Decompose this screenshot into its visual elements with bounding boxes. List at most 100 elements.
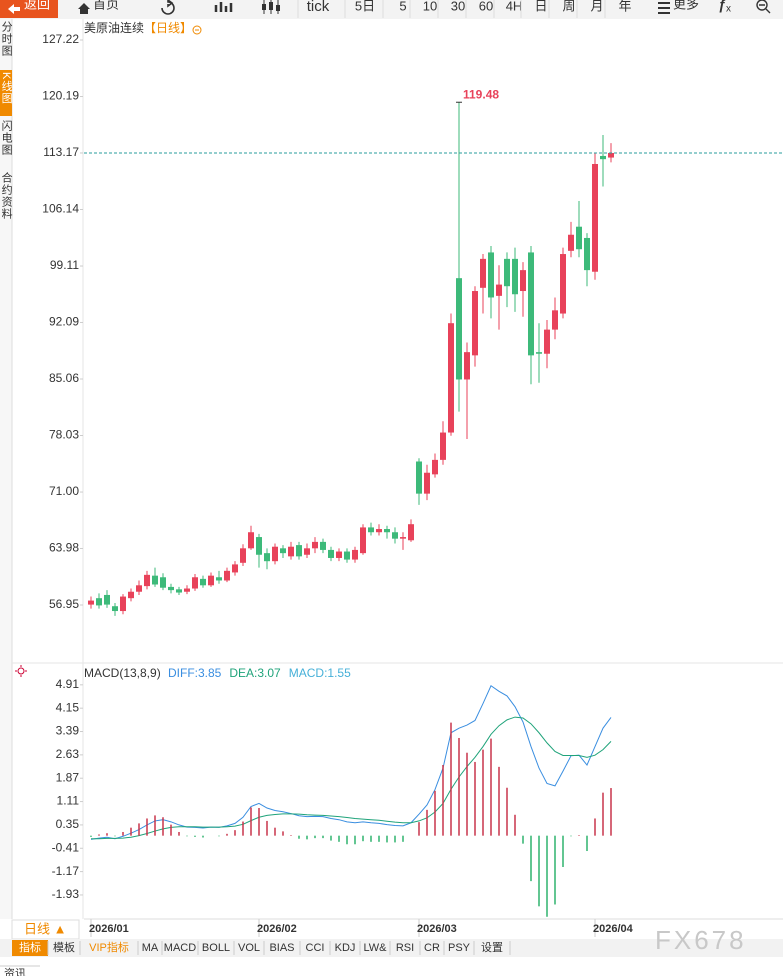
period-button[interactable]: 5 <box>399 0 406 13</box>
x-tick-label: 2026/02 <box>257 923 297 935</box>
indicator-line <box>91 716 612 840</box>
period-label[interactable]: 日线 ▲ <box>24 921 66 936</box>
period-button[interactable]: 年 <box>618 0 631 13</box>
indicator-tab[interactable]: BIAS <box>269 942 294 954</box>
candle-body <box>536 352 542 354</box>
candle-body <box>168 586 174 591</box>
collapse-icon[interactable] <box>192 25 202 35</box>
candle-body <box>152 575 158 585</box>
indicator-tab[interactable]: KDJ <box>335 942 356 954</box>
y-tick-label: 3.39 <box>56 724 80 738</box>
candle-body <box>416 461 422 494</box>
candle-body <box>144 574 150 587</box>
legend-entry: MACD:1.55 <box>289 666 351 680</box>
period-button[interactable]: 月 <box>590 0 603 13</box>
settings-icon[interactable] <box>17 667 25 675</box>
y-tick-label: 4.91 <box>56 677 80 691</box>
candle-body <box>96 598 102 606</box>
indicator-tab[interactable]: VIP指标 <box>89 940 129 954</box>
candle-body <box>560 254 566 314</box>
legend-entry: DIFF:3.85 <box>168 666 222 680</box>
candle-body <box>520 270 526 292</box>
max-label: 119.48 <box>463 87 499 101</box>
home-label[interactable]: 首页 <box>93 0 119 11</box>
x-tick-label: 2026/01 <box>89 923 129 935</box>
candle-body <box>392 532 398 539</box>
candle-body <box>608 152 614 158</box>
side-tab[interactable]: 合约资料 <box>0 171 13 220</box>
candle-body <box>312 541 318 549</box>
watermark: FX678 <box>655 925 747 955</box>
side-tab[interactable]: K线图 <box>0 72 13 104</box>
side-tab-active <box>0 70 12 116</box>
candle-body <box>544 329 550 354</box>
back-button[interactable] <box>0 0 58 18</box>
y-tick-label: 2.63 <box>56 747 80 761</box>
candle-body <box>512 258 518 295</box>
x-tick-label: 2026/03 <box>417 923 457 935</box>
fx-icon-x: x <box>726 4 731 15</box>
indicator-tab[interactable]: PSY <box>448 942 471 954</box>
y-tick-label: 78.03 <box>49 428 79 442</box>
indicator-tab[interactable]: 指标 <box>19 940 41 954</box>
zoom-icon[interactable] <box>756 0 768 11</box>
toolbar <box>0 0 783 19</box>
candle-body <box>240 548 246 563</box>
candle-body <box>368 527 374 533</box>
candle-icon-body <box>276 5 280 11</box>
indicator-tab[interactable]: CR <box>424 942 440 954</box>
indicator-tab[interactable]: 模板 <box>53 940 75 954</box>
y-tick-label: 127.22 <box>42 32 79 46</box>
candle-body <box>504 258 510 287</box>
candle-body <box>528 252 534 356</box>
refresh-icon[interactable] <box>161 0 175 15</box>
candle-body <box>448 323 454 433</box>
period-button[interactable]: 4H <box>506 0 523 13</box>
indicator-tab[interactable]: LW& <box>363 942 387 954</box>
side-tab[interactable]: 闪电图 <box>0 119 13 156</box>
period-button[interactable]: 10 <box>423 0 437 13</box>
indicator-tab[interactable]: 设置 <box>481 941 503 954</box>
indicator-tab[interactable]: BOLL <box>202 942 230 954</box>
fx-icon[interactable]: ƒ <box>718 0 726 13</box>
candle-body <box>424 472 430 494</box>
candle-body <box>384 529 390 533</box>
candle-body <box>192 577 198 589</box>
period-button[interactable]: tick <box>307 0 330 15</box>
side-strip <box>0 19 12 919</box>
candle-body <box>256 537 262 555</box>
candle-body <box>120 596 126 612</box>
candle-body <box>224 570 230 581</box>
period-button[interactable]: 60 <box>479 0 493 13</box>
candle-body <box>432 459 438 475</box>
candle-body <box>176 589 182 593</box>
y-tick-label: -1.93 <box>52 887 80 901</box>
indicator-tab[interactable]: RSI <box>396 942 414 954</box>
chart-subtitle[interactable]: 【日线】 <box>144 21 192 35</box>
period-button[interactable]: 周 <box>562 0 575 13</box>
y-tick-label: 1.87 <box>56 770 80 784</box>
side-tab[interactable]: 分时图 <box>0 21 13 57</box>
footer-label[interactable]: 资讯 <box>4 967 26 976</box>
tab-active <box>12 940 48 956</box>
indicator-tab[interactable]: MA <box>142 942 159 954</box>
indicator-tab[interactable]: VOL <box>238 942 260 954</box>
more-icon <box>658 2 670 14</box>
candle-body <box>408 524 414 541</box>
y-tick-label: 0.35 <box>56 817 80 831</box>
period-button[interactable]: 日 <box>534 0 547 13</box>
indicator-tab[interactable]: MACD <box>164 942 196 954</box>
back-icon <box>8 4 20 14</box>
more-label[interactable]: 更多 <box>673 0 699 11</box>
candle-body <box>592 163 598 272</box>
candle-body <box>456 278 462 380</box>
chart-icon[interactable] <box>214 2 233 12</box>
y-tick-label: 120.19 <box>42 89 79 103</box>
indicator-tab[interactable]: CCI <box>306 942 325 954</box>
candle-body <box>184 588 190 592</box>
period-button[interactable]: 5日 <box>355 0 375 13</box>
period-button[interactable]: 30 <box>451 0 465 13</box>
back-label[interactable]: 返回 <box>24 0 50 11</box>
candle-body <box>400 537 406 539</box>
y-tick-label: 85.06 <box>49 371 79 385</box>
